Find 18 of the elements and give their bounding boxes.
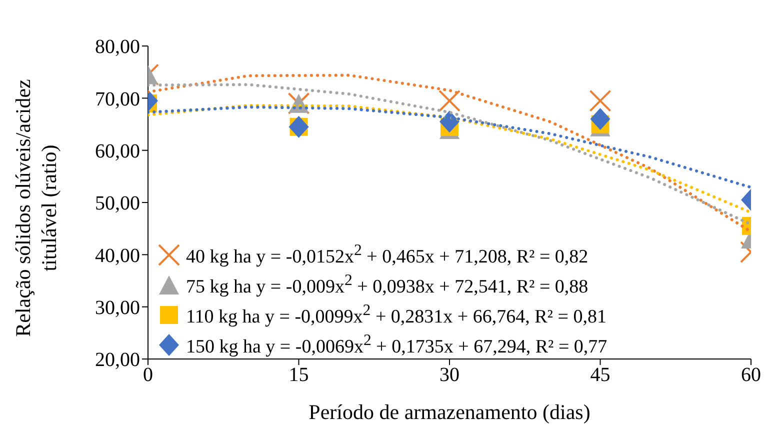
y-tick-label: 30,00 [95, 296, 140, 319]
x-axis-title: Período de armazenamento (dias) [308, 400, 590, 424]
y-tick-label: 20,00 [95, 349, 140, 372]
y-axis-title: Relação sólidos olúveis/acidez titulável (ratio) [11, 79, 61, 337]
legend-label: 110 kg ha y = -0,0099x$^{2}$ + 0,2831x + 66,764, R² = 0,81 [186, 302, 606, 328]
legend-label: 150 kg ha y = -0,0069x$^{2}$ + 0,1735x + 67,294, R² = 0,77 [186, 332, 608, 358]
x-tick-label: 60 [741, 364, 761, 386]
y-tick-label: 80,00 [95, 36, 140, 58]
x-tick-label: 15 [288, 364, 309, 386]
x-tick-label: 0 [143, 364, 153, 386]
y-tick-label: 40,00 [95, 244, 140, 267]
y-tick-label: 50,00 [95, 192, 140, 215]
legend-label: 40 kg ha y = -0,0152x$^{2}$ + 0,465x + 71,208, R² = 0,82 [186, 242, 588, 268]
legend-label: 75 kg ha y = -0,009x$^{2}$ + 0,0938x + 72,541, R² = 0,88 [186, 272, 588, 298]
x-tick-label: 45 [590, 364, 610, 386]
x-tick-label: 30 [440, 364, 460, 386]
y-tick-label: 60,00 [95, 140, 140, 162]
y-tick-label: 70,00 [95, 88, 140, 110]
